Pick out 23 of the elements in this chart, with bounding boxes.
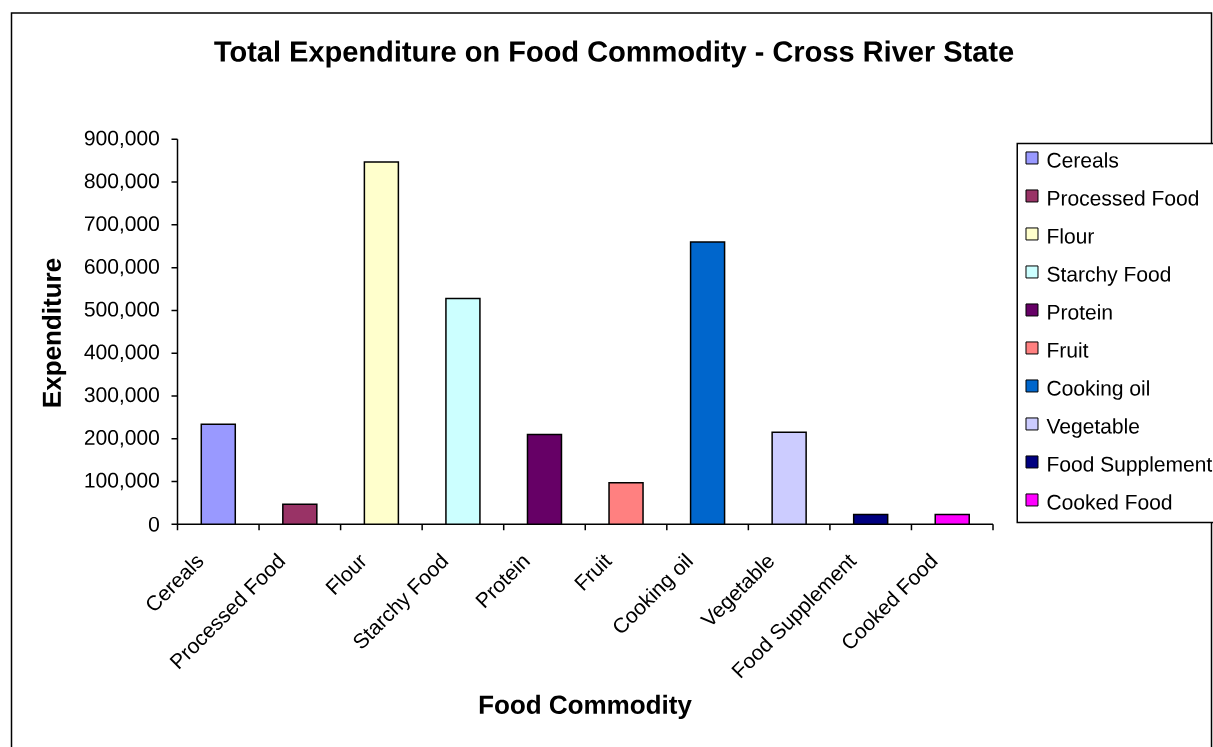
legend-label: Vegetable — [1046, 418, 1139, 438]
y-axis-title: Expenditure — [41, 258, 67, 407]
x-axis-title: Food Commodity — [479, 694, 692, 720]
legend-label: Cooking oil — [1047, 380, 1149, 400]
legend-label: Food Supplement — [1048, 456, 1213, 476]
y-tick-label: 400,000 — [84, 344, 159, 362]
y-tick-label: 200,000 — [84, 430, 159, 448]
y-tick-label: 0 — [148, 516, 159, 532]
legend-label: Starchy Food — [1047, 266, 1171, 286]
y-tick-label: 300,000 — [84, 387, 159, 405]
legend-label: Fruit — [1048, 342, 1089, 358]
y-tick-label: 500,000 — [84, 301, 159, 320]
legend-label: Flour — [1048, 228, 1094, 244]
legend-label: Processed Food — [1048, 190, 1199, 206]
y-tick-label: 600,000 — [84, 258, 159, 277]
y-tick-label: 900,000 — [84, 130, 159, 148]
legend-label: Cereals — [1047, 152, 1119, 168]
legend-label: Protein — [1048, 304, 1112, 320]
y-tick-label: 800,000 — [84, 173, 159, 191]
chart-title: Total Expenditure on Food Commodity - Cross River State — [214, 40, 1014, 68]
y-tick-label: 100,000 — [85, 472, 159, 491]
legend-label: Cooked Food — [1047, 494, 1172, 510]
y-tick-label: 700,000 — [84, 216, 159, 234]
